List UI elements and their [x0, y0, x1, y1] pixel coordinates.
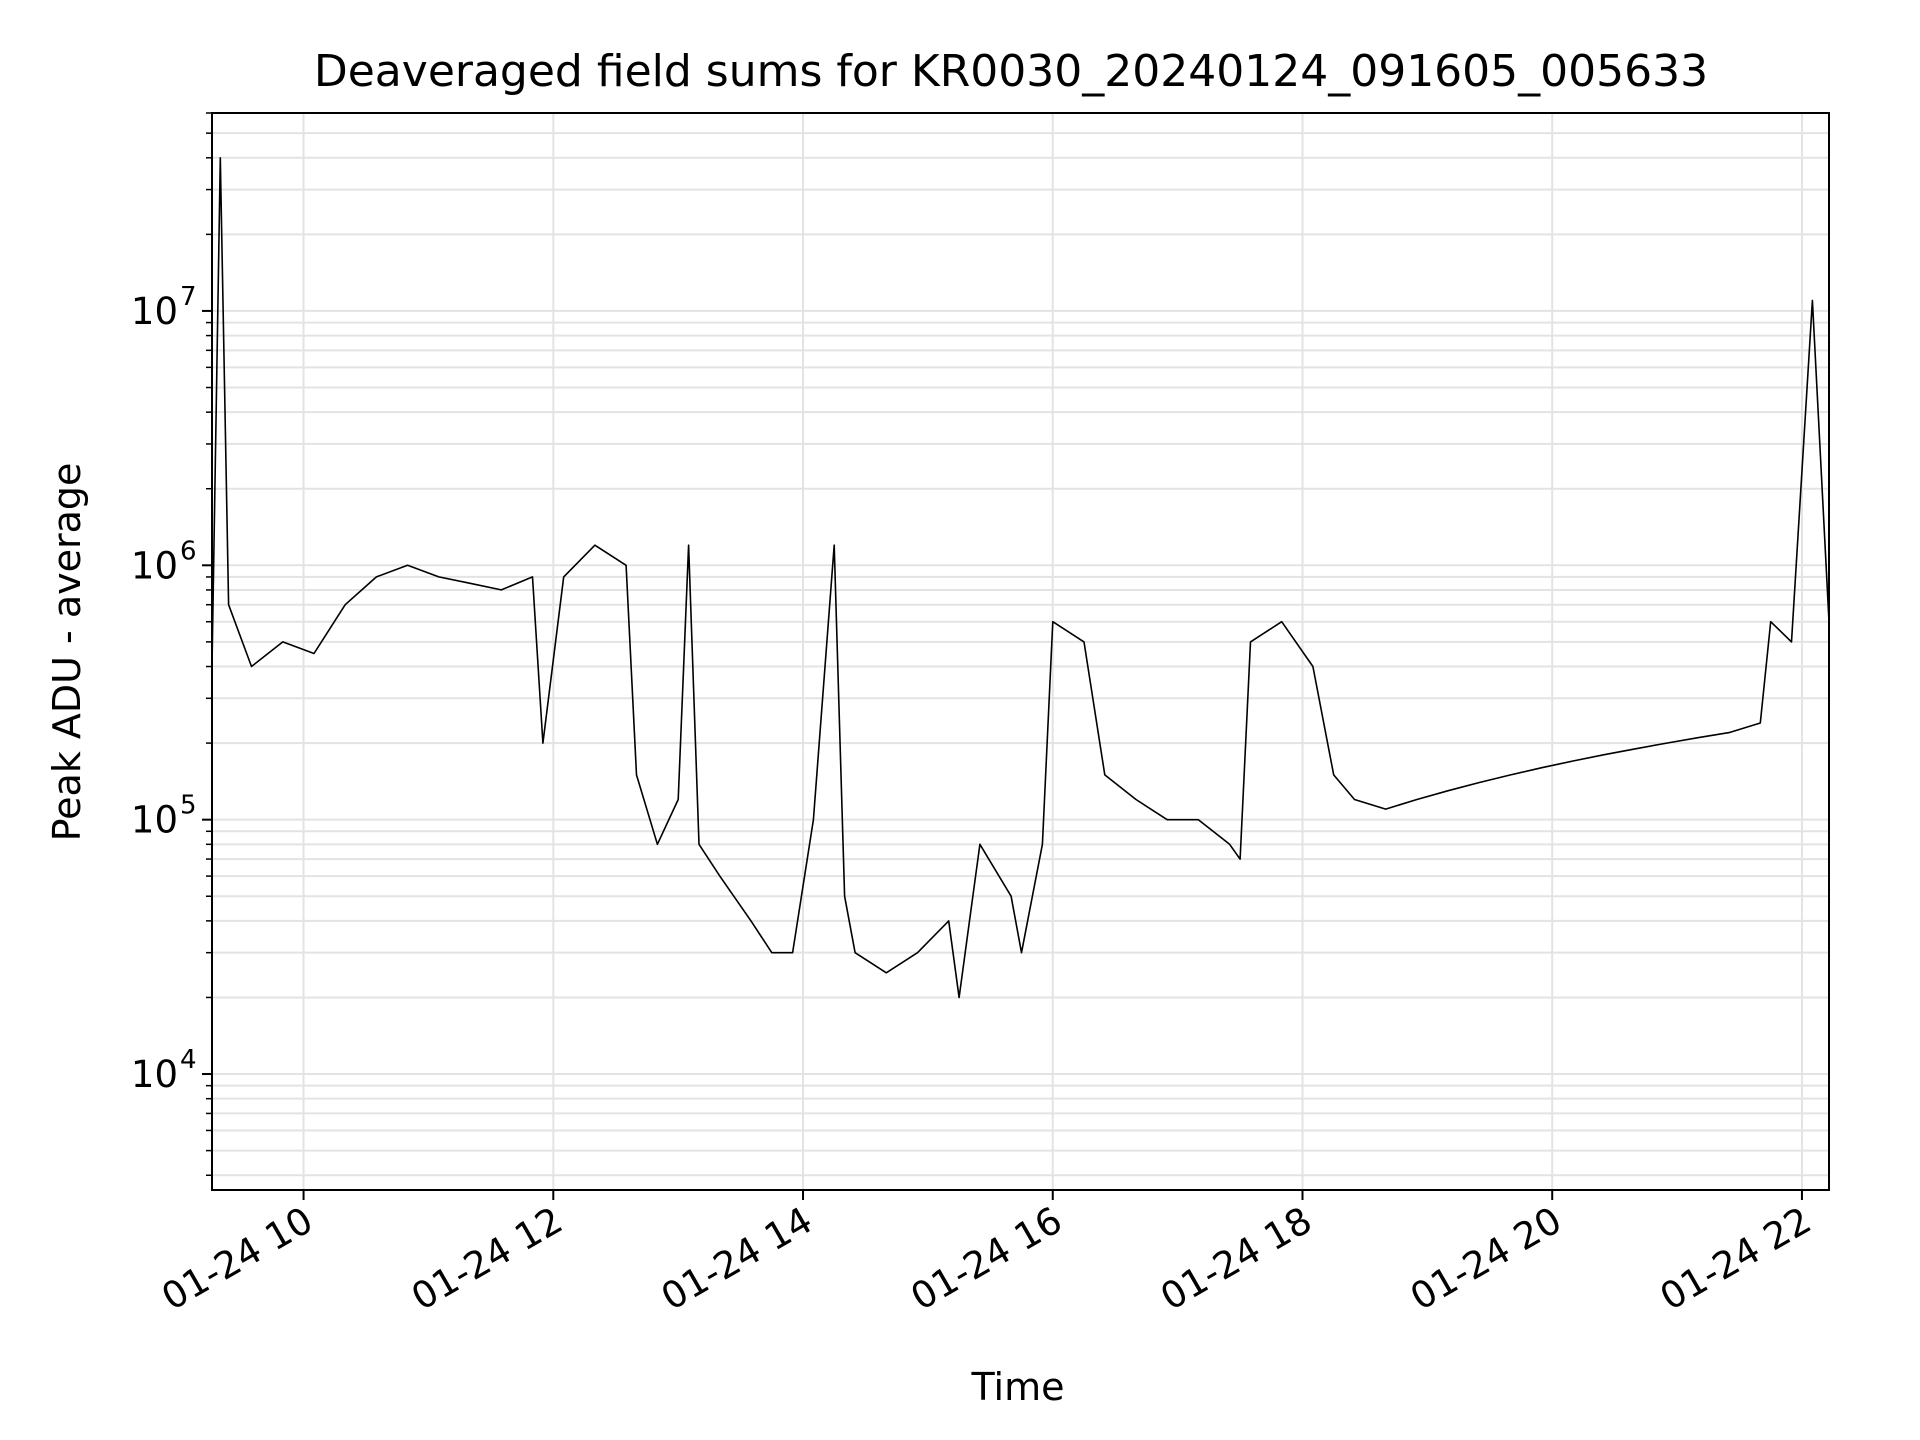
- y-tick-label: 10: [131, 290, 178, 333]
- y-tick-exponent: 5: [180, 791, 197, 821]
- series-line-1: [211, 157, 1830, 999]
- x-tick-label: 01-24 16: [904, 1199, 1070, 1319]
- x-tick-label: 01-24 14: [654, 1199, 820, 1319]
- y-gridlines: [212, 112, 1829, 1177]
- x-axis-label: Time: [971, 1365, 1065, 1409]
- x-tick-label: 01-24 10: [154, 1199, 320, 1319]
- y-tick-label: 10: [131, 799, 178, 842]
- x-tick-label: 01-24 12: [404, 1199, 570, 1319]
- series-layer: [211, 157, 1830, 999]
- y-axis-label: Peak ADU - average: [45, 463, 89, 842]
- x-tick-label: 01-24 18: [1153, 1199, 1319, 1319]
- y-tick-label: 10: [131, 1053, 178, 1096]
- y-tick-exponent: 7: [180, 282, 197, 312]
- x-axis-ticks: 01-24 10 01-24 12 01-24 14 01-24 16 01-24 18…: [154, 1190, 1818, 1319]
- chart-title: Deaveraged field sums for KR0030_2024012…: [314, 46, 1708, 97]
- plot-area-frame: [211, 112, 1830, 1191]
- x-tick-label: 01-24 22: [1653, 1199, 1819, 1319]
- y-tick-label: 10: [131, 544, 178, 587]
- y-tick-exponent: 4: [180, 1045, 197, 1075]
- x-tick-label: 01-24 20: [1403, 1199, 1569, 1319]
- x-gridlines: [302, 113, 1803, 1190]
- y-tick-exponent: 6: [180, 536, 197, 566]
